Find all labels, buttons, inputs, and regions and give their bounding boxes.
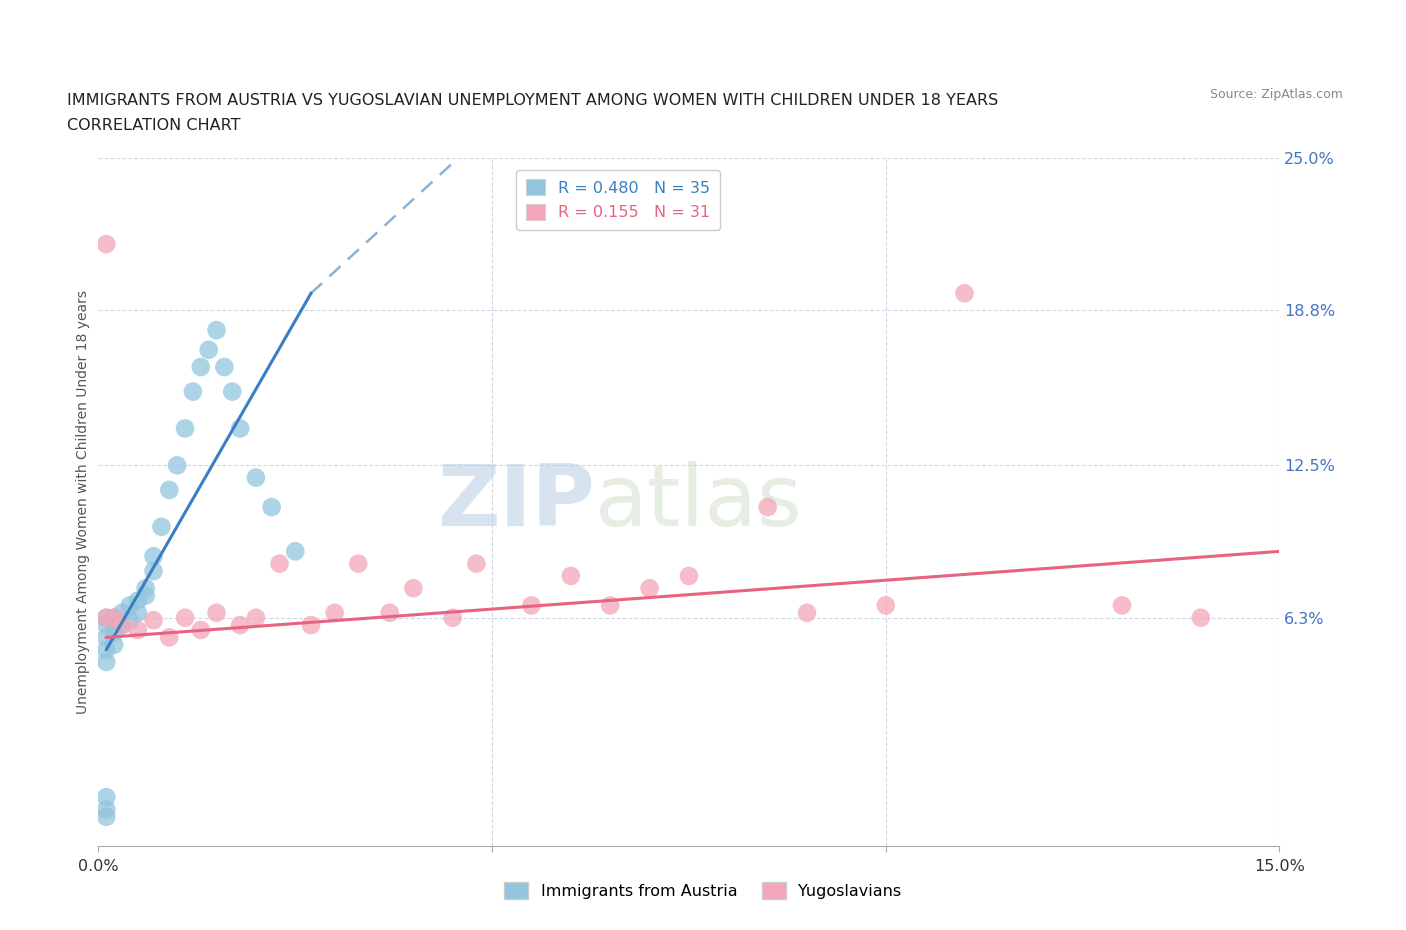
- Point: [953, 286, 976, 300]
- Point: [135, 588, 157, 603]
- Point: [205, 323, 228, 338]
- Point: [166, 458, 188, 472]
- Point: [229, 421, 252, 436]
- Point: [229, 618, 252, 632]
- Point: [135, 580, 157, 596]
- Point: [245, 610, 267, 625]
- Text: IMMIGRANTS FROM AUSTRIA VS YUGOSLAVIAN UNEMPLOYMENT AMONG WOMEN WITH CHILDREN UN: IMMIGRANTS FROM AUSTRIA VS YUGOSLAVIAN U…: [67, 93, 998, 108]
- Point: [103, 610, 125, 625]
- Point: [756, 499, 779, 514]
- Point: [402, 580, 425, 596]
- Point: [142, 564, 165, 578]
- Point: [560, 568, 582, 583]
- Point: [174, 610, 197, 625]
- Point: [190, 360, 212, 375]
- Point: [127, 605, 149, 620]
- Point: [111, 605, 134, 620]
- Point: [142, 613, 165, 628]
- Point: [103, 625, 125, 640]
- Point: [96, 630, 118, 644]
- Point: [245, 471, 267, 485]
- Point: [96, 618, 118, 632]
- Text: CORRELATION CHART: CORRELATION CHART: [67, 118, 240, 133]
- Point: [96, 809, 118, 824]
- Point: [599, 598, 621, 613]
- Point: [205, 605, 228, 620]
- Point: [118, 613, 141, 628]
- Point: [142, 549, 165, 564]
- Point: [96, 237, 118, 252]
- Point: [269, 556, 291, 571]
- Point: [465, 556, 488, 571]
- Point: [284, 544, 307, 559]
- Legend: Immigrants from Austria, Yugoslavians: Immigrants from Austria, Yugoslavians: [498, 876, 908, 905]
- Text: Source: ZipAtlas.com: Source: ZipAtlas.com: [1209, 88, 1343, 101]
- Point: [299, 618, 322, 632]
- Point: [260, 499, 283, 514]
- Point: [127, 622, 149, 637]
- Point: [638, 580, 661, 596]
- Point: [190, 622, 212, 637]
- Point: [796, 605, 818, 620]
- Point: [157, 483, 180, 498]
- Point: [150, 519, 173, 534]
- Point: [323, 605, 346, 620]
- Point: [96, 610, 118, 625]
- Point: [347, 556, 370, 571]
- Point: [1111, 598, 1133, 613]
- Point: [96, 610, 118, 625]
- Point: [111, 618, 134, 632]
- Point: [118, 598, 141, 613]
- Point: [221, 384, 243, 399]
- Point: [96, 802, 118, 817]
- Point: [678, 568, 700, 583]
- Text: atlas: atlas: [595, 460, 803, 544]
- Point: [441, 610, 464, 625]
- Point: [875, 598, 897, 613]
- Point: [197, 342, 219, 357]
- Y-axis label: Unemployment Among Women with Children Under 18 years: Unemployment Among Women with Children U…: [76, 290, 90, 714]
- Point: [378, 605, 401, 620]
- Point: [1189, 610, 1212, 625]
- Point: [127, 593, 149, 608]
- Point: [103, 637, 125, 652]
- Legend: R = 0.480   N = 35, R = 0.155   N = 31: R = 0.480 N = 35, R = 0.155 N = 31: [516, 169, 720, 230]
- Point: [103, 610, 125, 625]
- Text: ZIP: ZIP: [437, 460, 595, 544]
- Point: [174, 421, 197, 436]
- Point: [96, 655, 118, 670]
- Point: [111, 618, 134, 632]
- Point: [520, 598, 543, 613]
- Point: [181, 384, 204, 399]
- Point: [96, 790, 118, 804]
- Point: [96, 643, 118, 658]
- Point: [157, 630, 180, 644]
- Point: [214, 360, 236, 375]
